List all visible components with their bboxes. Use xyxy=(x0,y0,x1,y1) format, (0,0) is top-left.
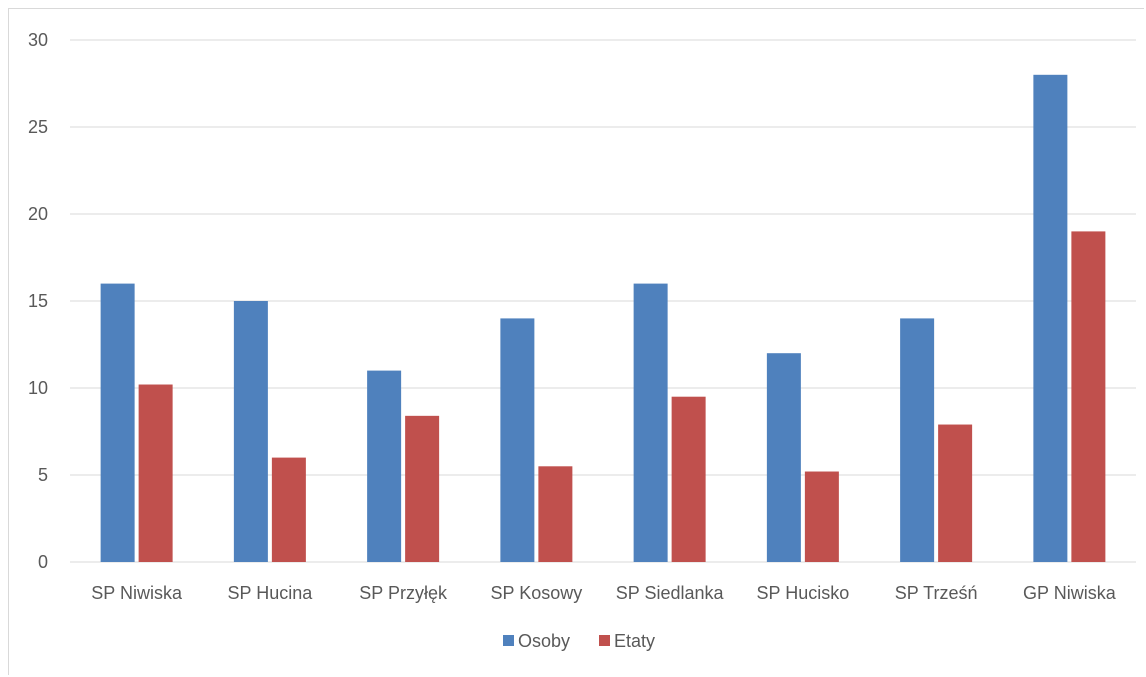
x-category-label: SP Siedlanka xyxy=(616,583,725,603)
bar-osoby xyxy=(766,353,801,562)
bar-etaty xyxy=(1071,231,1106,562)
bar-osoby xyxy=(367,370,402,562)
legend-swatch-etaty xyxy=(599,635,610,646)
gridlines xyxy=(70,39,1136,563)
x-category-label: SP Hucisko xyxy=(757,583,850,603)
x-category-label: SP Przyłęk xyxy=(359,583,448,603)
x-category-label: SP Trześń xyxy=(895,583,978,603)
chart-frame xyxy=(8,8,1144,675)
bar-osoby xyxy=(500,318,535,562)
x-category-label: SP Niwiska xyxy=(91,583,183,603)
bar-etaty xyxy=(671,396,706,562)
y-tick-label: 10 xyxy=(28,378,48,398)
bar-etaty xyxy=(405,415,440,562)
y-tick-label: 15 xyxy=(28,291,48,311)
bar-osoby xyxy=(900,318,935,562)
y-tick-label: 0 xyxy=(38,552,48,572)
bar-osoby xyxy=(1033,74,1068,563)
bar-osoby xyxy=(233,301,268,562)
legend: Osoby Etaty xyxy=(503,631,655,651)
bars xyxy=(100,74,1106,563)
bar-etaty xyxy=(938,424,973,562)
x-category-label: GP Niwiska xyxy=(1023,583,1117,603)
x-axis-labels: SP Niwiska SP Hucina SP Przyłęk SP Kosowy SP… xyxy=(91,583,1116,603)
bar-etaty xyxy=(804,471,839,562)
bar-etaty xyxy=(538,466,573,562)
bar-etaty xyxy=(138,384,173,562)
y-tick-label: 25 xyxy=(28,117,48,137)
legend-label-etaty: Etaty xyxy=(614,631,655,651)
legend-label-osoby: Osoby xyxy=(518,631,570,651)
x-category-label: SP Hucina xyxy=(228,583,314,603)
legend-swatch-osoby xyxy=(503,635,514,646)
y-tick-label: 30 xyxy=(28,30,48,50)
y-axis-ticks: 0 5 10 15 20 25 30 xyxy=(28,30,48,572)
bar-osoby xyxy=(100,283,135,562)
y-tick-label: 5 xyxy=(38,465,48,485)
y-tick-label: 20 xyxy=(28,204,48,224)
bar-etaty xyxy=(271,457,306,562)
bar-osoby xyxy=(633,283,668,562)
x-category-label: SP Kosowy xyxy=(491,583,583,603)
